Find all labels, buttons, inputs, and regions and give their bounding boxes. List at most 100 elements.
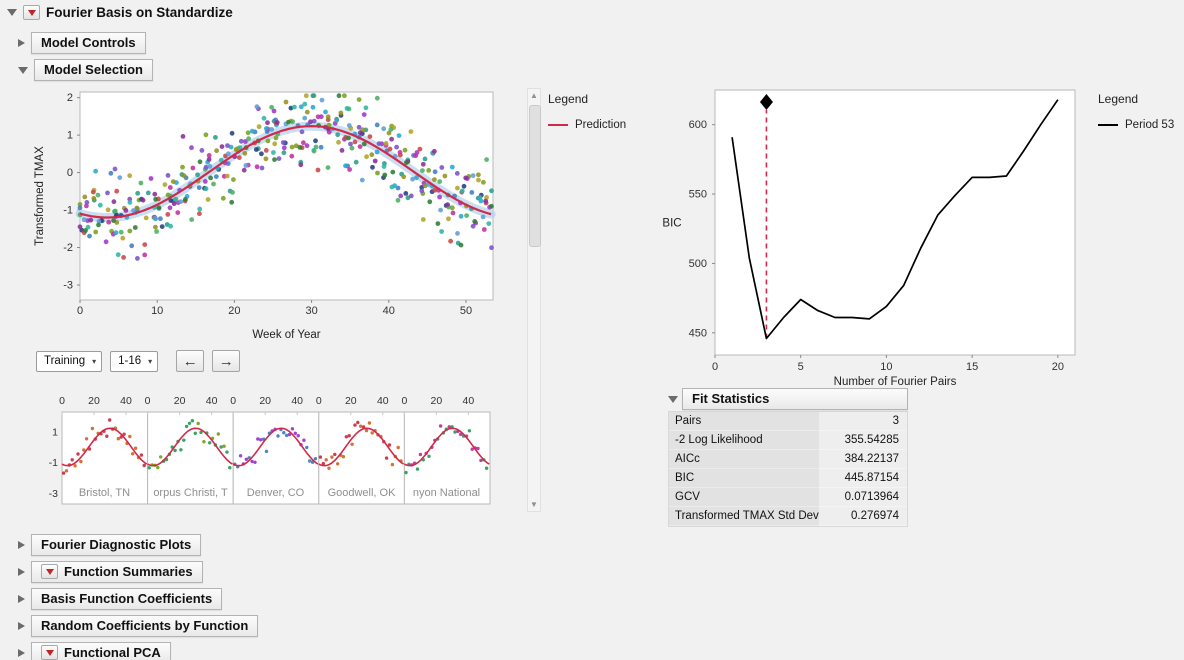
outline-model-controls: Model Controls bbox=[18, 32, 146, 54]
outline-fourier-diagnostic-plots: Fourier Diagnostic Plots bbox=[18, 534, 202, 556]
scrollbar-thumb[interactable] bbox=[529, 105, 541, 247]
city-small-multiples[interactable]: 1 -1 -3 0 20 40 0 20 40 0 20 40 0 20 40 0 20 40 Bristol, … bbox=[40, 390, 496, 510]
legend-item-label: Prediction bbox=[575, 119, 627, 131]
svg-text:BIC: BIC bbox=[662, 218, 681, 230]
disclosure-collapsed-icon[interactable] bbox=[18, 622, 25, 630]
disclosure-collapsed-icon[interactable] bbox=[18, 568, 25, 576]
table-row: -2 Log Likelihood 355.54285 bbox=[669, 431, 907, 450]
svg-text:40: 40 bbox=[120, 395, 132, 407]
svg-text:450: 450 bbox=[689, 327, 707, 339]
svg-text:10: 10 bbox=[880, 361, 892, 373]
section-title[interactable]: Random Coefficients by Function bbox=[31, 615, 259, 637]
tmax-scatter-plot[interactable]: 2 1 0 -1 -2 -3 0 10 20 30 40 50 Week of Year Transfor… bbox=[30, 86, 500, 344]
fit-statistics-title[interactable]: Fit Statistics bbox=[682, 388, 908, 410]
stat-label: Pairs bbox=[669, 412, 819, 431]
outline-functional-pca: Functional PCA bbox=[18, 642, 171, 660]
section-title[interactable]: Function Summaries bbox=[31, 561, 203, 583]
red-triangle-menu[interactable] bbox=[23, 5, 40, 20]
table-row: AICc 384.22137 bbox=[669, 450, 907, 469]
svg-text:Week of Year: Week of Year bbox=[252, 329, 320, 341]
svg-text:-3: -3 bbox=[49, 488, 58, 500]
disclosure-collapsed-icon[interactable] bbox=[18, 39, 25, 47]
prediction-legend: Legend Prediction bbox=[548, 92, 626, 131]
fit-statistics-header: Fit Statistics bbox=[668, 388, 908, 410]
prediction-line-swatch bbox=[548, 124, 568, 126]
vertical-scrollbar[interactable]: ▲ ▼ bbox=[527, 88, 541, 512]
prev-page-button[interactable]: ← bbox=[176, 350, 205, 372]
red-triangle-icon bbox=[27, 9, 36, 16]
svg-text:0: 0 bbox=[401, 395, 407, 407]
stat-label: BIC bbox=[669, 469, 819, 488]
disclosure-expanded-icon[interactable] bbox=[7, 9, 17, 16]
legend-item-period[interactable]: Period 53 bbox=[1098, 119, 1174, 131]
report-title[interactable]: Fourier Basis on Standardize bbox=[46, 5, 233, 20]
stat-value: 355.54285 bbox=[819, 431, 907, 450]
disclosure-expanded-icon[interactable] bbox=[18, 66, 28, 74]
table-row: Pairs 3 bbox=[669, 412, 907, 431]
panel-label-city: Goodwell, OK bbox=[327, 487, 396, 499]
disclosure-collapsed-icon[interactable] bbox=[18, 541, 25, 549]
bic-line-chart[interactable]: 450 500 550 600 0 5 10 15 20 Number of Fourier Pa… bbox=[650, 86, 1084, 392]
red-triangle-menu[interactable] bbox=[41, 564, 58, 579]
panel-label-city: Bristol, TN bbox=[78, 487, 131, 499]
stat-value: 0.276974 bbox=[819, 507, 907, 526]
disclosure-collapsed-icon[interactable] bbox=[18, 595, 25, 603]
svg-text:20: 20 bbox=[431, 395, 443, 407]
model-selection-title[interactable]: Model Selection bbox=[34, 59, 153, 81]
section-title-text: Function Summaries bbox=[64, 564, 193, 579]
legend-item-prediction[interactable]: Prediction bbox=[548, 119, 626, 131]
svg-text:40: 40 bbox=[463, 395, 475, 407]
svg-text:-3: -3 bbox=[63, 280, 73, 292]
stat-value: 384.22137 bbox=[819, 450, 907, 469]
stat-label: AICc bbox=[669, 450, 819, 469]
svg-text:2: 2 bbox=[67, 92, 73, 104]
svg-text:550: 550 bbox=[689, 189, 707, 201]
svg-text:30: 30 bbox=[305, 305, 317, 317]
svg-text:0: 0 bbox=[230, 395, 236, 407]
svg-text:20: 20 bbox=[259, 395, 271, 407]
period-line-swatch bbox=[1098, 124, 1118, 126]
svg-text:0: 0 bbox=[712, 361, 718, 373]
red-triangle-menu[interactable] bbox=[41, 645, 58, 660]
section-title[interactable]: Functional PCA bbox=[31, 642, 171, 660]
svg-text:50: 50 bbox=[460, 305, 472, 317]
svg-text:500: 500 bbox=[689, 258, 707, 270]
table-row: BIC 445.87154 bbox=[669, 469, 907, 488]
svg-text:40: 40 bbox=[383, 305, 395, 317]
svg-text:-1: -1 bbox=[63, 205, 73, 217]
svg-text:Transformed TMAX: Transformed TMAX bbox=[34, 146, 46, 246]
svg-text:0: 0 bbox=[145, 395, 151, 407]
legend-title: Legend bbox=[1098, 92, 1139, 106]
model-controls-title[interactable]: Model Controls bbox=[31, 32, 146, 54]
svg-text:-1: -1 bbox=[49, 457, 58, 469]
scroll-up-icon[interactable]: ▲ bbox=[530, 91, 538, 100]
svg-text:15: 15 bbox=[966, 361, 978, 373]
sample-select[interactable]: Training ▾ bbox=[36, 350, 103, 372]
legend-title: Legend bbox=[548, 92, 589, 106]
range-select[interactable]: 1-16 ▾ bbox=[110, 350, 159, 372]
fit-statistics-panel: Fit Statistics Pairs 3 -2 Log Likelihood… bbox=[668, 388, 908, 527]
outline-model-selection: Model Selection bbox=[18, 59, 153, 81]
svg-text:0: 0 bbox=[67, 167, 73, 179]
next-page-button[interactable]: → bbox=[212, 350, 241, 372]
outline-random-coefficients-by-function: Random Coefficients by Function bbox=[18, 615, 259, 637]
section-title[interactable]: Fourier Diagnostic Plots bbox=[31, 534, 202, 556]
period-legend: Legend Period 53 bbox=[1098, 92, 1174, 131]
panel-label-city: nyon National bbox=[412, 487, 481, 499]
disclosure-expanded-icon[interactable] bbox=[668, 395, 678, 403]
stat-value: 445.87154 bbox=[819, 469, 907, 488]
sample-controls: Training ▾ 1-16 ▾ ← → bbox=[36, 350, 241, 372]
stat-value: 3 bbox=[819, 412, 907, 431]
svg-text:20: 20 bbox=[345, 395, 357, 407]
scroll-down-icon[interactable]: ▼ bbox=[530, 500, 538, 509]
stat-label: Transformed TMAX Std Dev bbox=[669, 507, 819, 526]
outline-function-summaries: Function Summaries bbox=[18, 561, 203, 583]
range-select-value: 1-16 bbox=[118, 355, 142, 367]
outline-root-header: Fourier Basis on Standardize bbox=[7, 5, 233, 20]
chevron-down-icon: ▾ bbox=[92, 356, 97, 366]
section-title[interactable]: Basis Function Coefficients bbox=[31, 588, 223, 610]
legend-item-label: Period 53 bbox=[1125, 119, 1175, 131]
disclosure-collapsed-icon[interactable] bbox=[18, 649, 25, 657]
svg-text:1: 1 bbox=[67, 130, 73, 142]
